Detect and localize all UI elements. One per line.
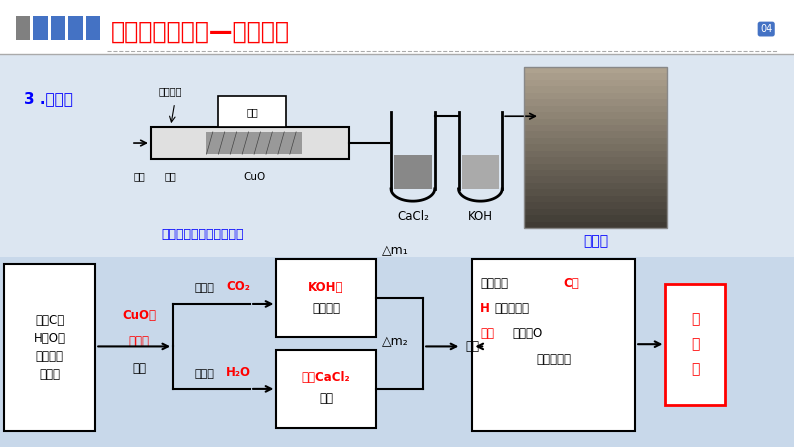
Text: CaCl₂: CaCl₂ <box>397 210 429 224</box>
FancyBboxPatch shape <box>524 196 667 202</box>
FancyBboxPatch shape <box>524 157 667 164</box>
Text: 移动电炉: 移动电炉 <box>159 87 183 97</box>
Text: 计算: 计算 <box>465 340 480 353</box>
Text: 04: 04 <box>760 24 773 34</box>
FancyBboxPatch shape <box>394 155 432 189</box>
FancyBboxPatch shape <box>524 86 667 93</box>
FancyBboxPatch shape <box>524 222 667 228</box>
FancyBboxPatch shape <box>665 284 725 405</box>
FancyBboxPatch shape <box>218 96 286 127</box>
Text: 3 .方法：: 3 .方法： <box>24 91 73 106</box>
FancyBboxPatch shape <box>524 138 667 144</box>
FancyBboxPatch shape <box>524 125 667 131</box>
Text: 氧化剂: 氧化剂 <box>129 335 149 349</box>
Bar <box>51 16 65 40</box>
FancyBboxPatch shape <box>276 259 376 337</box>
Text: CO₂: CO₂ <box>226 280 250 293</box>
Bar <box>33 16 48 40</box>
Text: 生成的: 生成的 <box>194 369 214 379</box>
FancyBboxPatch shape <box>4 264 95 431</box>
FancyBboxPatch shape <box>462 155 499 189</box>
Text: KOH浓: KOH浓 <box>308 281 344 294</box>
FancyBboxPatch shape <box>0 0 794 54</box>
FancyBboxPatch shape <box>524 215 667 222</box>
Text: 氧气: 氧气 <box>133 172 145 181</box>
FancyBboxPatch shape <box>524 151 667 157</box>
FancyBboxPatch shape <box>0 257 794 447</box>
FancyBboxPatch shape <box>524 67 667 73</box>
FancyBboxPatch shape <box>276 350 376 428</box>
FancyBboxPatch shape <box>524 73 667 80</box>
Text: CuO作: CuO作 <box>122 308 156 322</box>
Text: 的就是O: 的就是O <box>512 326 542 340</box>
FancyBboxPatch shape <box>524 93 667 99</box>
Text: 有机物中: 有机物中 <box>480 277 508 291</box>
Bar <box>68 16 83 40</box>
FancyBboxPatch shape <box>524 112 667 118</box>
Text: 质量分数，: 质量分数， <box>495 302 530 315</box>
Text: CuO: CuO <box>243 172 265 181</box>
FancyBboxPatch shape <box>524 209 667 215</box>
FancyBboxPatch shape <box>524 144 667 151</box>
Text: △m₁: △m₁ <box>382 244 409 257</box>
Text: 一、确定实验式—元素分析: 一、确定实验式—元素分析 <box>111 19 290 43</box>
Text: 实
验
式: 实 验 式 <box>691 312 700 376</box>
Text: H: H <box>480 302 490 315</box>
Text: 吸收: 吸收 <box>319 392 333 405</box>
Text: 氧化: 氧化 <box>132 362 146 375</box>
Text: 无水CaCl₂: 无水CaCl₂ <box>302 371 350 384</box>
Text: △m₂: △m₂ <box>382 335 409 348</box>
Text: 李比希: 李比希 <box>583 234 608 249</box>
FancyBboxPatch shape <box>524 170 667 177</box>
FancyBboxPatch shape <box>524 131 667 138</box>
FancyBboxPatch shape <box>524 80 667 86</box>
FancyBboxPatch shape <box>524 183 667 190</box>
Text: 电炉: 电炉 <box>247 107 258 117</box>
FancyBboxPatch shape <box>472 259 635 431</box>
Text: 李比希元素分析仪示意图: 李比希元素分析仪示意图 <box>161 228 244 241</box>
FancyBboxPatch shape <box>524 99 667 105</box>
Text: 的质量分数: 的质量分数 <box>536 353 572 367</box>
FancyBboxPatch shape <box>206 132 302 154</box>
FancyBboxPatch shape <box>524 177 667 183</box>
Text: 生成的: 生成的 <box>194 283 214 293</box>
FancyBboxPatch shape <box>524 118 667 125</box>
Bar <box>16 16 30 40</box>
FancyBboxPatch shape <box>524 105 667 112</box>
FancyBboxPatch shape <box>151 127 349 159</box>
Text: H₂O: H₂O <box>225 366 251 379</box>
Text: C、: C、 <box>564 277 580 291</box>
Text: 剩余: 剩余 <box>480 326 495 340</box>
Text: 仅含C、
H、O元
素的有机
化合物: 仅含C、 H、O元 素的有机 化合物 <box>33 314 66 381</box>
FancyBboxPatch shape <box>524 202 667 209</box>
Text: 溶液吸收: 溶液吸收 <box>312 302 340 315</box>
Bar <box>86 16 100 40</box>
FancyBboxPatch shape <box>524 164 667 170</box>
Text: KOH: KOH <box>468 210 493 224</box>
FancyBboxPatch shape <box>524 190 667 196</box>
Text: 样品: 样品 <box>165 172 176 181</box>
